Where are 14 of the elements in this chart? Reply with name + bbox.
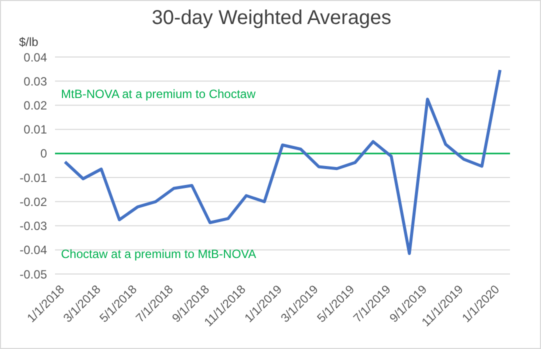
y-axis-title: $/lb	[19, 35, 38, 49]
y-tick-label: 0.02	[24, 98, 48, 112]
annotation: Choctaw at a premium to MtB-NOVA	[61, 247, 256, 261]
y-tick-label: 0.01	[24, 122, 48, 137]
chart-title: 30-day Weighted Averages	[150, 7, 392, 30]
y-tick-label: -0.05	[20, 267, 48, 282]
y-tick-label: 0	[40, 146, 48, 161]
y-tick-label: -0.03	[20, 219, 48, 234]
annotation: MtB-NOVA at a premium to Choctaw	[61, 87, 256, 101]
y-tick-label: -0.04	[20, 243, 48, 258]
y-tick-label: -0.01	[20, 170, 48, 185]
y-tick-label: 0.04	[24, 50, 48, 64]
y-tick-label: 0.03	[24, 74, 48, 88]
y-tick-label: -0.02	[20, 194, 48, 209]
